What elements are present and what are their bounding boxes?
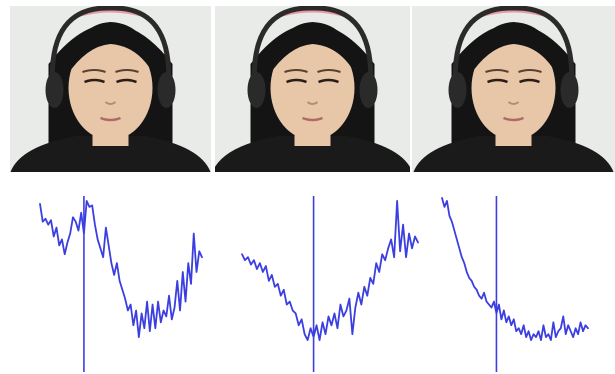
headphone-left: [45, 72, 64, 108]
video-frame-1: [10, 6, 211, 172]
eye-left: [286, 78, 307, 84]
eye-left: [84, 78, 105, 84]
brow-left: [284, 69, 308, 73]
headphone-band: [49, 6, 172, 87]
mouth: [302, 116, 323, 122]
signal-plots-row: [0, 190, 615, 374]
nose: [306, 101, 319, 105]
nose: [104, 101, 117, 105]
shirt: [413, 136, 614, 172]
face: [270, 36, 355, 140]
fringe: [66, 22, 155, 76]
frame-image: [215, 6, 410, 172]
mouth: [100, 116, 121, 122]
brow-left: [485, 69, 509, 73]
frame-image: [412, 6, 615, 172]
signal-plot-1: [38, 190, 204, 374]
eye-right: [519, 78, 540, 84]
video-frame-2: [215, 6, 410, 172]
plot-canvas: [441, 196, 589, 372]
brow-left: [82, 69, 106, 73]
video-frame-3: [412, 6, 615, 172]
series-line: [241, 200, 419, 341]
headphone-left: [247, 72, 266, 108]
shirt: [10, 136, 211, 172]
brow-right: [115, 69, 139, 73]
mouth: [503, 116, 524, 122]
signal-plot-3: [440, 190, 590, 374]
headphone-band: [251, 6, 374, 87]
face: [68, 36, 153, 140]
headphone-band: [452, 6, 575, 87]
frame-image: [10, 6, 211, 172]
nose: [507, 101, 520, 105]
series-line: [39, 200, 203, 339]
headphone-right: [157, 72, 176, 108]
headphone-right: [560, 72, 579, 108]
plot-canvas: [241, 196, 419, 372]
headphone-left: [448, 72, 467, 108]
fringe: [268, 22, 357, 76]
shirt: [215, 136, 410, 172]
brow-right: [317, 69, 341, 73]
video-frames-strip: [10, 6, 615, 172]
face: [471, 36, 556, 140]
headphone-right: [359, 72, 378, 108]
eye-right: [318, 78, 339, 84]
eye-left: [487, 78, 508, 84]
fringe: [469, 22, 558, 76]
series-line: [441, 197, 589, 341]
signal-plot-2: [240, 190, 420, 374]
plot-canvas: [39, 196, 203, 372]
brow-right: [518, 69, 542, 73]
eye-right: [116, 78, 137, 84]
